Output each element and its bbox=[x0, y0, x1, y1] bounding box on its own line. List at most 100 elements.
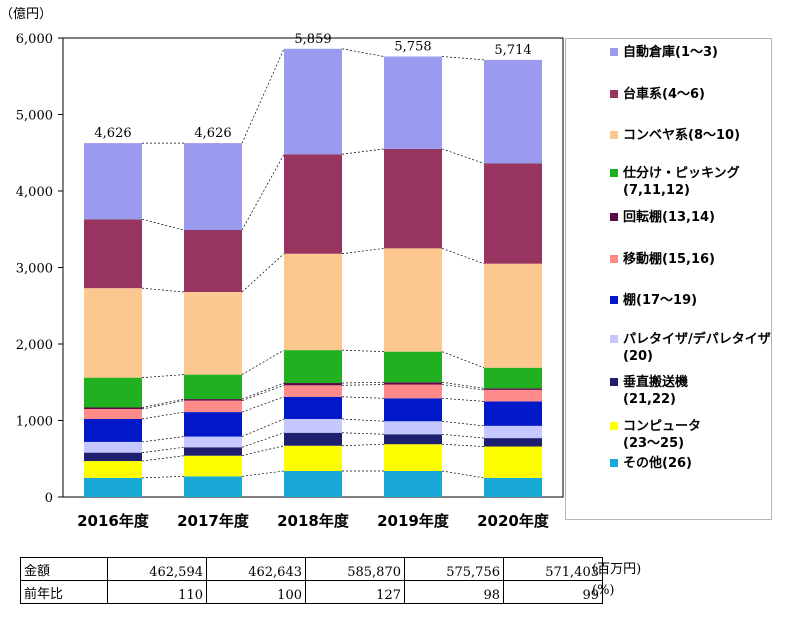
legend-label: 垂直搬送機 (21,22) bbox=[623, 375, 689, 407]
table-unit-yoy: (%) bbox=[592, 583, 615, 598]
bar-segment bbox=[184, 230, 242, 292]
bar-segment bbox=[184, 476, 242, 497]
bar-segment bbox=[184, 447, 242, 456]
bar-segment bbox=[484, 263, 542, 368]
bar-segment bbox=[284, 48, 342, 155]
legend-item: 垂直搬送機 (21,22) bbox=[610, 374, 688, 408]
connector-line bbox=[141, 374, 185, 379]
bar-segment bbox=[384, 384, 442, 399]
legend-label: その他(26) bbox=[623, 456, 692, 471]
bar-segment bbox=[284, 396, 342, 419]
bar-segment bbox=[284, 383, 342, 386]
bar-segment bbox=[484, 477, 542, 497]
bar-segment bbox=[184, 143, 242, 231]
bar-segment bbox=[484, 388, 542, 390]
bar-segment bbox=[484, 446, 542, 478]
connector-line bbox=[141, 287, 185, 293]
table-cell: 571,403 bbox=[503, 557, 603, 581]
x-tick-label: 2018年度 bbox=[277, 512, 350, 530]
bar-segment bbox=[84, 377, 142, 408]
legend-item: 自動倉庫(1～3) bbox=[610, 44, 718, 61]
bar-segment bbox=[184, 436, 242, 448]
bar-segment bbox=[284, 470, 342, 497]
connector-line bbox=[241, 154, 285, 231]
connector-line bbox=[241, 432, 285, 448]
y-tick-label: 1,000 bbox=[16, 415, 53, 430]
connector-line bbox=[341, 384, 385, 386]
bar-segment bbox=[84, 441, 142, 453]
connector-line bbox=[441, 397, 485, 402]
table-row-label: 前年比 bbox=[20, 580, 108, 604]
bar-segment bbox=[284, 432, 342, 446]
summary-table: 金額 462,594 462,643 585,870 575,756 571,4… bbox=[20, 557, 603, 604]
y-tick-label: 6,000 bbox=[16, 32, 53, 47]
y-axis-unit-label: （億円） bbox=[0, 6, 52, 22]
table-row-label: 金額 bbox=[20, 557, 108, 581]
connector-line bbox=[241, 384, 285, 401]
legend-swatch bbox=[610, 459, 618, 467]
connector-line bbox=[241, 396, 285, 413]
bar-segment bbox=[84, 477, 142, 497]
connector-line bbox=[241, 470, 285, 477]
y-tick-label: 4,000 bbox=[16, 185, 53, 200]
table-cell: 98 bbox=[404, 580, 504, 604]
table-row-yoy: 前年比 110 100 127 98 99 bbox=[20, 580, 603, 604]
connector-line bbox=[441, 248, 485, 265]
legend-swatch bbox=[610, 255, 618, 263]
legend-swatch bbox=[610, 48, 618, 56]
connector-line bbox=[441, 420, 485, 427]
legend-item: 台車系(4～6) bbox=[610, 86, 705, 103]
legend-swatch bbox=[610, 378, 618, 386]
bar-total-label: 5,758 bbox=[394, 40, 431, 55]
connector-line bbox=[141, 446, 185, 453]
legend-label: 回転棚(13,14) bbox=[623, 210, 716, 225]
bar-segment bbox=[384, 398, 442, 422]
bar-layer bbox=[84, 48, 542, 497]
connector-line bbox=[341, 418, 385, 422]
legend-label: パレタイザ/デパレタイザ (20) bbox=[623, 332, 771, 364]
connector-line bbox=[141, 455, 185, 462]
legend-item: 回転棚(13,14) bbox=[610, 209, 715, 226]
legend-label: コンベヤ系(8～10) bbox=[623, 128, 741, 143]
connector-line bbox=[441, 384, 485, 391]
connector-line bbox=[341, 443, 385, 447]
bar-segment bbox=[484, 59, 542, 164]
connector-line bbox=[141, 398, 185, 408]
legend-swatch bbox=[610, 131, 618, 139]
connector-line bbox=[441, 443, 485, 447]
bar-segment bbox=[84, 409, 142, 419]
connector-line bbox=[241, 418, 285, 437]
table-cell: 127 bbox=[305, 580, 405, 604]
table-cell: 575,756 bbox=[404, 557, 504, 581]
table-cell: 99 bbox=[503, 580, 603, 604]
connector-line bbox=[141, 400, 185, 410]
legend-label: コンピュータ (23～25) bbox=[623, 419, 702, 451]
bar-segment bbox=[184, 412, 242, 437]
bar-total-label: 4,626 bbox=[194, 126, 231, 141]
connector-line bbox=[441, 470, 485, 479]
connector-line bbox=[341, 148, 385, 155]
connector-line bbox=[141, 218, 185, 231]
legend-item: コンベヤ系(8～10) bbox=[610, 127, 740, 144]
y-tick-label: 0 bbox=[45, 491, 53, 506]
connector-line bbox=[341, 349, 385, 352]
connector-line bbox=[441, 148, 485, 164]
connector-line bbox=[441, 433, 485, 439]
bar-segment bbox=[384, 421, 442, 435]
bar-segment bbox=[184, 291, 242, 375]
connector-line bbox=[141, 436, 185, 443]
connector-line bbox=[341, 48, 385, 57]
x-tick-label: 2016年度 bbox=[77, 512, 150, 530]
legend-label: 仕分け・ピッキング (7,11,12) bbox=[623, 166, 740, 198]
bar-segment bbox=[284, 418, 342, 433]
bar-segment bbox=[84, 219, 142, 289]
connector-line bbox=[241, 445, 285, 457]
bar-segment bbox=[384, 351, 442, 383]
bar-segment bbox=[84, 143, 142, 220]
connector-line bbox=[341, 432, 385, 435]
y-tick-label: 5,000 bbox=[16, 109, 53, 124]
legend-item: 移動棚(15,16) bbox=[610, 251, 715, 268]
connector-line bbox=[341, 396, 385, 399]
bar-segment bbox=[284, 253, 342, 351]
table-cell: 585,870 bbox=[305, 557, 405, 581]
